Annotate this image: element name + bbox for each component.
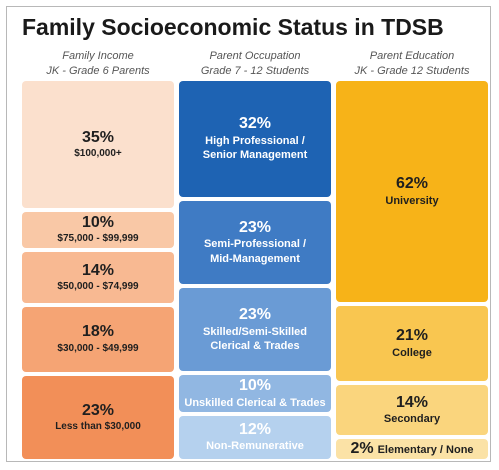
occupation-block-4: 10% Unskilled Clerical & Trades — [179, 375, 331, 412]
income-header: Family Income JK - Grade 6 Parents — [22, 49, 174, 79]
occupation-value-label: 10% — [238, 377, 272, 395]
income-category-label: $100,000+ — [74, 148, 122, 160]
occupation-title: Parent Occupation — [209, 50, 301, 62]
income-block-5: 23% Less than $30,000 — [22, 375, 174, 459]
income-value-label: 14% — [81, 261, 115, 279]
education-title: Parent Education — [369, 50, 455, 62]
education-value-label: 62% — [395, 175, 429, 193]
occupation-category-label: Non-Remunerative — [206, 440, 304, 453]
income-block-4: 18% $30,000 - $49,999 — [22, 306, 174, 372]
occupation-header: Parent Occupation Grade 7 - 12 Students — [179, 49, 331, 79]
income-subtitle: JK - Grade 6 Parents — [46, 65, 150, 77]
occupation-block-1: 32% High Professional / Senior Management — [179, 81, 331, 197]
education-category-label: College — [392, 346, 432, 359]
occupation-column: 32% High Professional / Senior Management 2… — [179, 81, 331, 459]
income-value-label: 35% — [81, 128, 115, 146]
occupation-value-label: 32% — [238, 115, 272, 133]
education-category-label: Elementary / None — [377, 443, 474, 456]
occupation-category-label: Semi-Professional / Mid-Management — [203, 238, 307, 265]
chart-title: Family Socioeconomic Status in TDSB — [22, 14, 444, 40]
income-category-label: $30,000 - $49,999 — [57, 342, 139, 354]
income-category-label: $50,000 - $74,999 — [57, 280, 139, 292]
income-block-1: 35% $100,000+ — [22, 81, 174, 208]
income-category-label: Less than $30,000 — [55, 421, 141, 433]
income-title: Family Income — [62, 50, 134, 62]
occupation-value-label: 23% — [238, 306, 272, 324]
education-block-2: 21% College — [336, 306, 488, 382]
occupation-value-label: 12% — [238, 420, 272, 438]
income-category-label: $75,000 - $99,999 — [57, 233, 139, 245]
education-header: Parent Education JK - Grade 12 Students — [336, 49, 488, 79]
occupation-subtitle: Grade 7 - 12 Students — [200, 65, 310, 77]
occupation-category-label: High Professional / Senior Management — [202, 134, 308, 162]
education-block-1: 62% University — [336, 81, 488, 303]
income-value-label: 23% — [81, 401, 115, 419]
income-value-label: 10% — [81, 214, 115, 232]
income-column: 35% $100,000+ 10% $75,000 - $99,999 14% $50,0… — [22, 81, 174, 459]
education-category-label: Secondary — [383, 413, 441, 426]
occupation-block-3: 23% Skilled/Semi-Skilled Clerical & Trades — [179, 288, 331, 372]
occupation-category-label: Skilled/Semi-Skilled Clerical & Trades — [203, 325, 307, 352]
education-block-4: 2% Elementary / None — [336, 439, 488, 459]
education-value-label: 2% — [350, 439, 374, 457]
education-column: 62% University 21% College 14% Secondary 2% Ele… — [336, 81, 488, 459]
occupation-category-label: Unskilled Clerical & Trades — [184, 396, 326, 409]
chart-frame — [6, 6, 491, 462]
education-block-3: 14% Secondary — [336, 385, 488, 435]
income-block-3: 14% $50,000 - $74,999 — [22, 251, 174, 303]
education-inline-row: 2% Elementary / None — [350, 440, 473, 458]
education-category-label: University — [385, 194, 439, 207]
occupation-block-2: 23% Semi-Professional / Mid-Management — [179, 200, 331, 285]
education-value-label: 21% — [395, 327, 429, 345]
occupation-value-label: 23% — [238, 218, 272, 236]
occupation-block-5: 12% Non-Remunerative — [179, 415, 331, 459]
income-block-2: 10% $75,000 - $99,999 — [22, 211, 174, 248]
education-value-label: 14% — [395, 393, 429, 411]
income-value-label: 18% — [81, 323, 115, 341]
education-subtitle: JK - Grade 12 Students — [354, 65, 470, 77]
